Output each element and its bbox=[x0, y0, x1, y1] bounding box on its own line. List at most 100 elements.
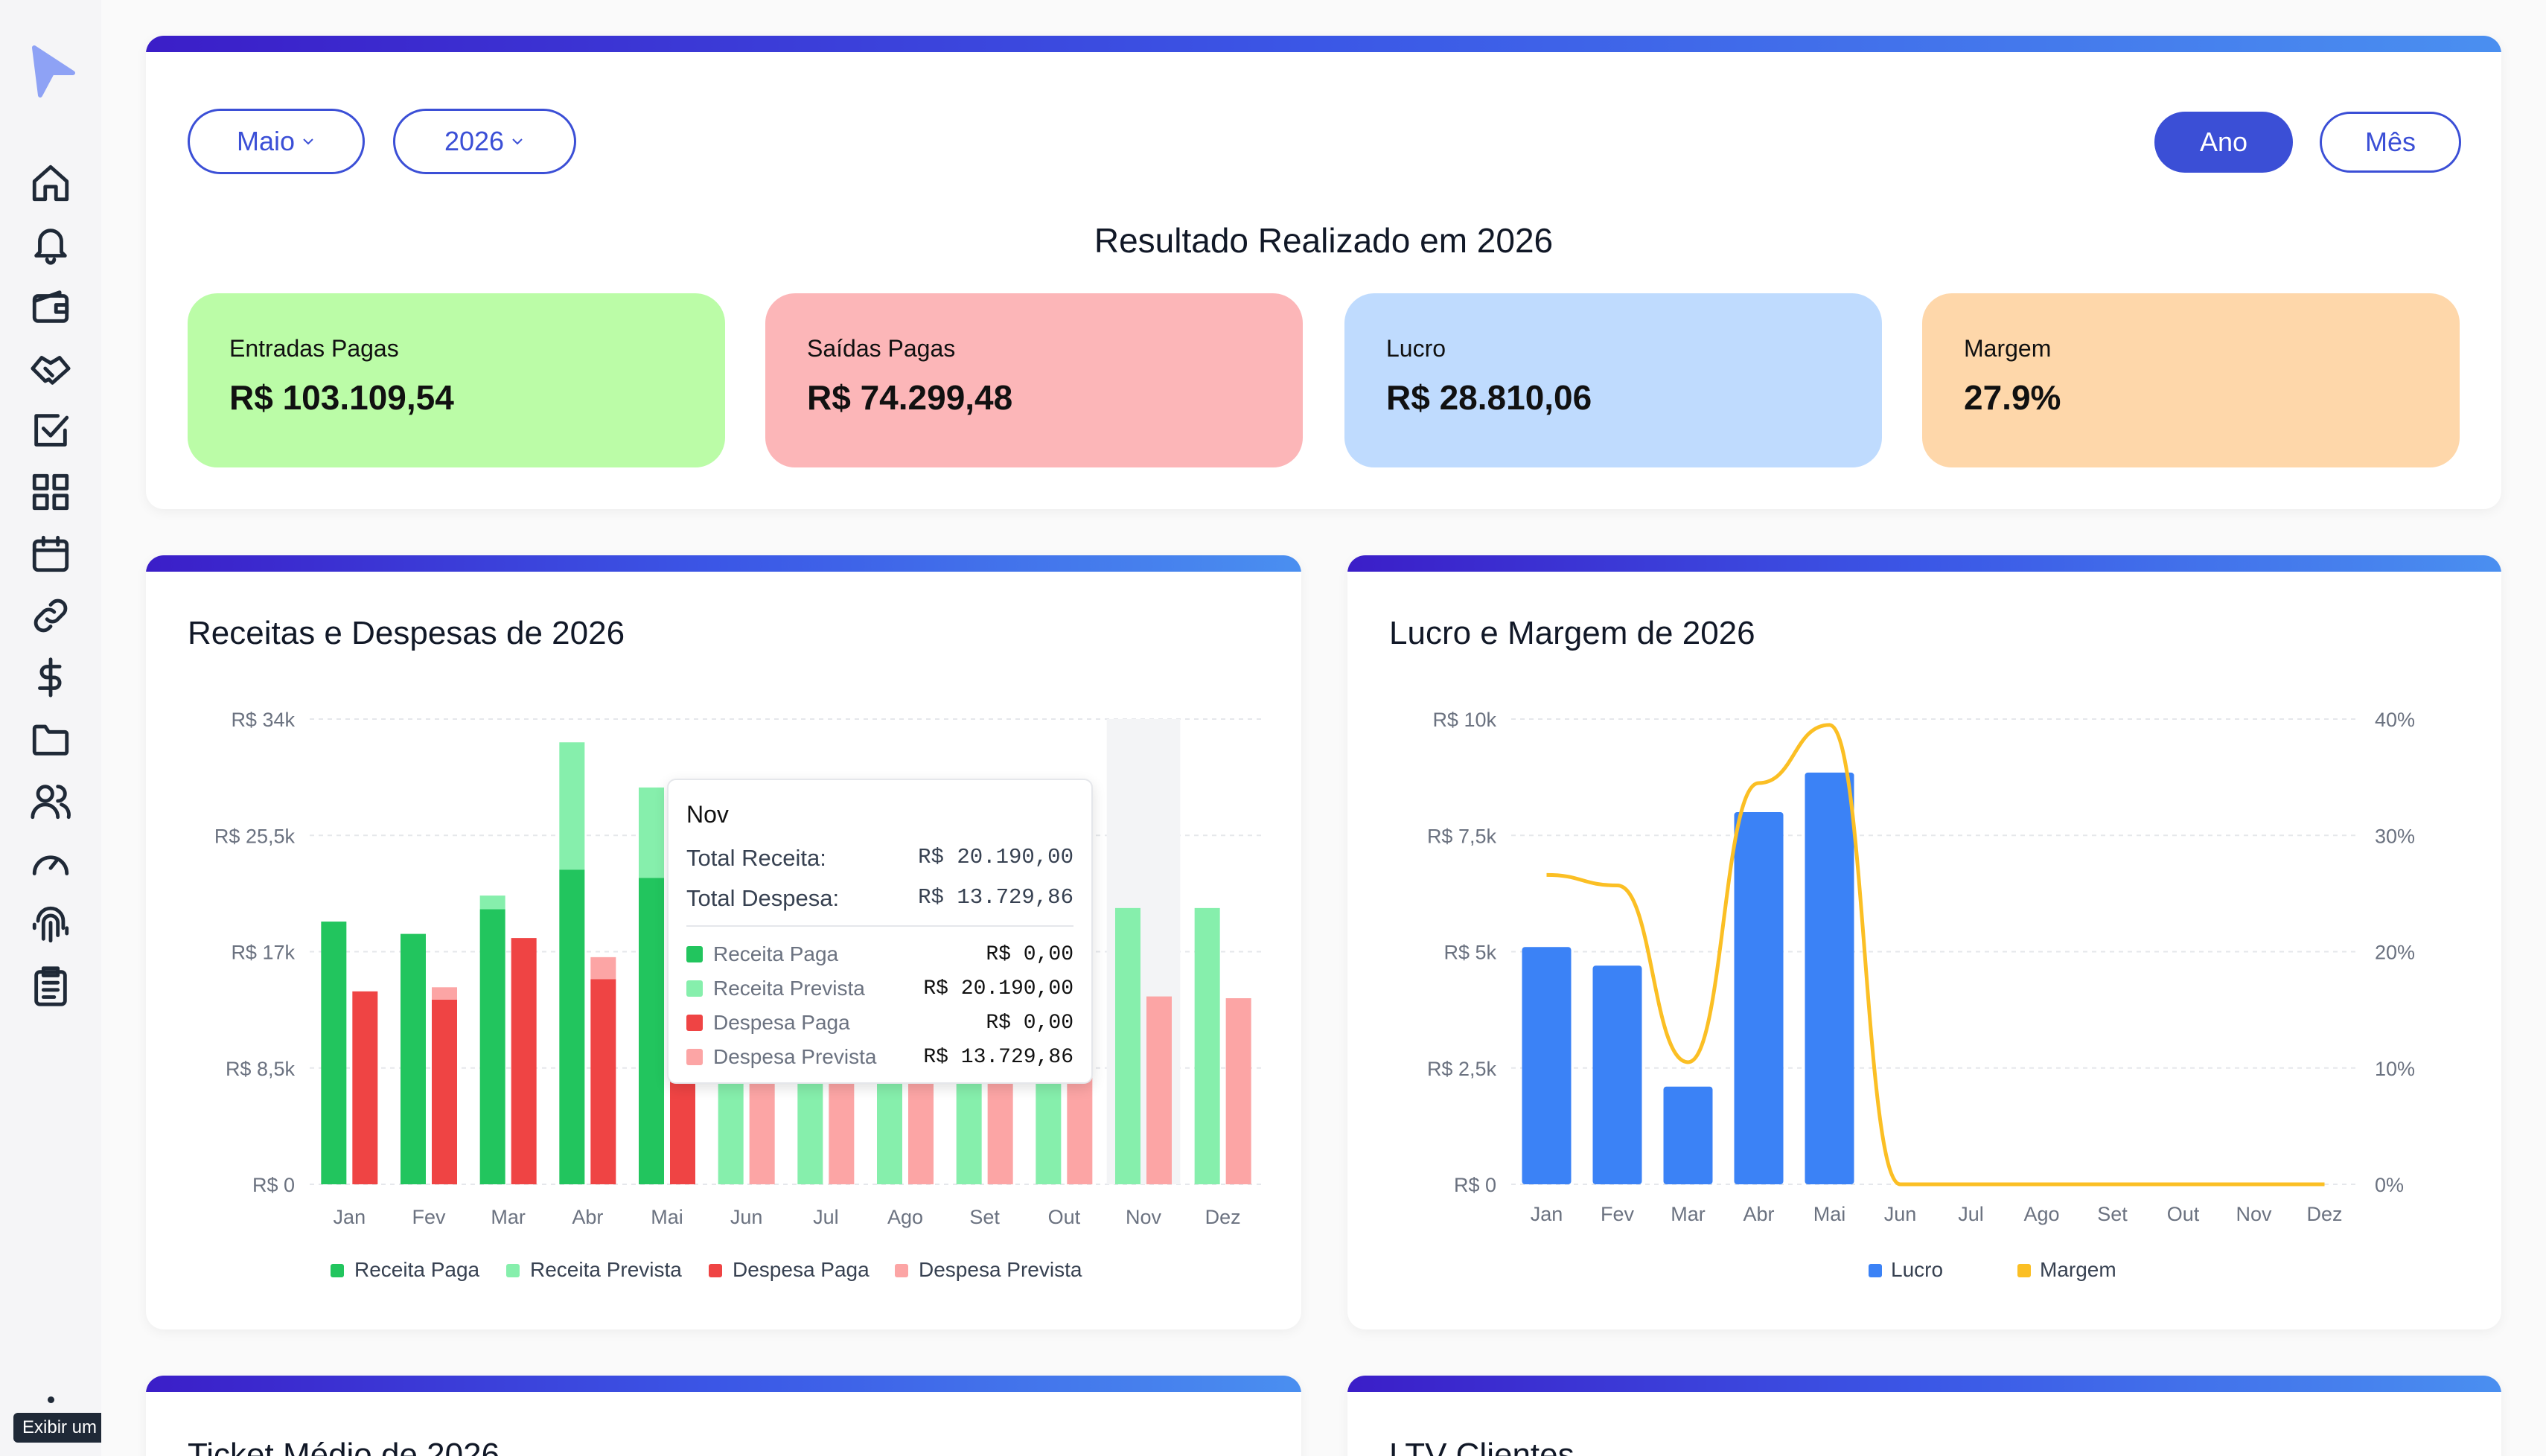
summary-title: Resultado Realizado em 2026 bbox=[1094, 221, 1554, 260]
menu-dot[interactable] bbox=[48, 1396, 54, 1403]
card-accent-bar bbox=[146, 36, 2501, 52]
profit-chart-card: Lucro e Margem de 2026 R$ 10k 40% R$ 7,5k 3… bbox=[1347, 555, 2501, 1329]
bar-despesa-paga[interactable] bbox=[590, 979, 616, 1184]
clipboard-icon[interactable] bbox=[27, 962, 74, 1010]
link-icon[interactable] bbox=[27, 592, 74, 639]
bar-lucro[interactable] bbox=[1805, 772, 1854, 1184]
bar-despesa-prevista[interactable] bbox=[432, 987, 457, 1000]
users-icon[interactable] bbox=[27, 777, 74, 825]
legend-label[interactable]: Receita Paga bbox=[354, 1258, 480, 1281]
legend-swatch bbox=[2017, 1264, 2031, 1277]
x-tick-label: Set bbox=[2097, 1203, 2128, 1225]
x-tick-label: Dez bbox=[1205, 1206, 1241, 1228]
x-tick-label: Abr bbox=[572, 1206, 603, 1228]
x-tick-label: Jul bbox=[813, 1206, 839, 1228]
bell-icon[interactable] bbox=[27, 221, 74, 269]
sidebar: Exibir um menu bbox=[0, 0, 156, 1456]
y-tick-label: R$ 7,5k bbox=[1427, 825, 1497, 847]
y-tick-label: R$ 0 bbox=[1454, 1174, 1496, 1196]
y-tick-label: R$ 2,5k bbox=[1427, 1058, 1497, 1080]
bar-despesa-prevista[interactable] bbox=[1225, 998, 1251, 1184]
x-tick-label: Set bbox=[969, 1206, 1000, 1228]
y-tick-label: R$ 34k bbox=[231, 709, 295, 731]
x-tick-label: Fev bbox=[412, 1206, 446, 1228]
y-tick-label: R$ 25,5k bbox=[214, 825, 296, 847]
year-select-value: 2026 bbox=[444, 126, 505, 156]
x-tick-label: Ago bbox=[887, 1206, 923, 1228]
bar-lucro[interactable] bbox=[1734, 812, 1784, 1184]
y-tick-label: R$ 10k bbox=[1432, 709, 1496, 731]
x-tick-label: Jan bbox=[1531, 1203, 1563, 1225]
bar-receita-prevista[interactable] bbox=[639, 787, 664, 878]
legend-label[interactable]: Lucro bbox=[1891, 1258, 1943, 1281]
revenue-chart-card: Receitas e Despesas de 2026 R$ 34k R$ 25,… bbox=[146, 555, 1301, 1329]
chevron-down-icon bbox=[303, 138, 313, 145]
x-tick-label: Jun bbox=[1884, 1203, 1917, 1225]
tooltip-row-value: R$ 0,00 bbox=[986, 942, 1073, 966]
home-icon[interactable] bbox=[27, 159, 74, 207]
folder-icon[interactable] bbox=[27, 715, 74, 763]
tooltip-total-receita-label: Total Receita: bbox=[686, 845, 826, 871]
bar-despesa-paga[interactable] bbox=[432, 999, 457, 1184]
bar-lucro[interactable] bbox=[1522, 947, 1572, 1184]
y2-tick-label: 20% bbox=[2375, 942, 2415, 964]
y-tick-label: R$ 0 bbox=[252, 1174, 295, 1196]
legend-label[interactable]: Despesa Prevista bbox=[919, 1258, 1082, 1281]
legend-swatch bbox=[331, 1264, 344, 1277]
x-tick-label: Jan bbox=[334, 1206, 366, 1228]
legend-label[interactable]: Margem bbox=[2040, 1258, 2116, 1281]
bar-receita-paga[interactable] bbox=[559, 869, 585, 1184]
bar-despesa-prevista[interactable] bbox=[590, 957, 616, 980]
y2-tick-label: 0% bbox=[2375, 1174, 2404, 1196]
calendar-icon[interactable] bbox=[27, 530, 74, 578]
tooltip-row: Receita Prevista R$ 20.190,00 bbox=[686, 971, 1073, 1006]
grid-icon[interactable] bbox=[27, 468, 74, 516]
month-select[interactable]: Maio bbox=[188, 109, 365, 174]
tooltip-row: Despesa Prevista R$ 13.729,86 bbox=[686, 1040, 1073, 1074]
bar-receita-paga[interactable] bbox=[401, 933, 426, 1184]
bar-receita-prevista[interactable] bbox=[1115, 907, 1140, 1184]
gauge-icon[interactable] bbox=[27, 839, 74, 887]
toggle-year-button[interactable]: Ano bbox=[2154, 112, 2293, 173]
summary-card: Maio 2026 Ano Mês Resultado Realizado em… bbox=[146, 36, 2501, 509]
tooltip-row-value: R$ 20.190,00 bbox=[923, 977, 1073, 1000]
x-tick-label: Nov bbox=[2236, 1203, 2272, 1225]
legend-label[interactable]: Receita Prevista bbox=[530, 1258, 682, 1281]
profit-chart[interactable]: R$ 10k 40% R$ 7,5k 30% R$ 5k 20% R$ 2,5k 10% R$ … bbox=[1347, 555, 2501, 1329]
handshake-icon[interactable] bbox=[27, 345, 74, 392]
bar-receita-prevista[interactable] bbox=[479, 895, 505, 910]
bar-lucro[interactable] bbox=[1663, 1086, 1713, 1184]
x-tick-label: Mar bbox=[1671, 1203, 1706, 1225]
stat-margem: Margem 27.9% bbox=[1922, 293, 2460, 467]
dollar-icon[interactable] bbox=[27, 654, 74, 701]
bar-receita-paga[interactable] bbox=[639, 878, 664, 1184]
x-tick-label: Fev bbox=[1601, 1203, 1635, 1225]
bar-receita-paga[interactable] bbox=[479, 909, 505, 1184]
bar-receita-prevista[interactable] bbox=[559, 742, 585, 870]
tooltip-row-value: R$ 0,00 bbox=[986, 1011, 1073, 1035]
bar-receita-prevista[interactable] bbox=[1194, 907, 1220, 1184]
toggle-month-button[interactable]: Mês bbox=[2320, 112, 2461, 173]
month-select-value: Maio bbox=[236, 126, 296, 156]
stat-value: 27.9% bbox=[1964, 378, 2061, 417]
y2-tick-label: 40% bbox=[2375, 709, 2415, 731]
bar-despesa-paga[interactable] bbox=[511, 938, 537, 1184]
wallet-icon[interactable] bbox=[27, 283, 74, 331]
checkbox-icon[interactable] bbox=[27, 406, 74, 454]
bar-despesa-prevista[interactable] bbox=[1146, 996, 1172, 1184]
tooltip-swatch bbox=[686, 980, 703, 997]
profit-chart-title: Lucro e Margem de 2026 bbox=[1389, 615, 1755, 651]
tooltip-total-receita: R$ 20.190,00 bbox=[918, 845, 1073, 869]
bar-lucro[interactable] bbox=[1592, 965, 1642, 1184]
legend-swatch bbox=[506, 1264, 520, 1277]
year-select[interactable]: 2026 bbox=[393, 109, 576, 174]
ticket-card: Ticket Médio de 2026 bbox=[146, 1376, 1301, 1456]
card-accent-bar bbox=[146, 555, 1301, 572]
logo-icon[interactable] bbox=[30, 43, 77, 100]
bar-receita-paga[interactable] bbox=[321, 922, 347, 1184]
legend-label[interactable]: Despesa Paga bbox=[733, 1258, 870, 1281]
x-tick-label: Jun bbox=[730, 1206, 763, 1228]
bar-despesa-paga[interactable] bbox=[352, 991, 378, 1184]
fingerprint-icon[interactable] bbox=[27, 901, 74, 948]
tooltip-row-label: Receita Paga bbox=[713, 942, 839, 965]
